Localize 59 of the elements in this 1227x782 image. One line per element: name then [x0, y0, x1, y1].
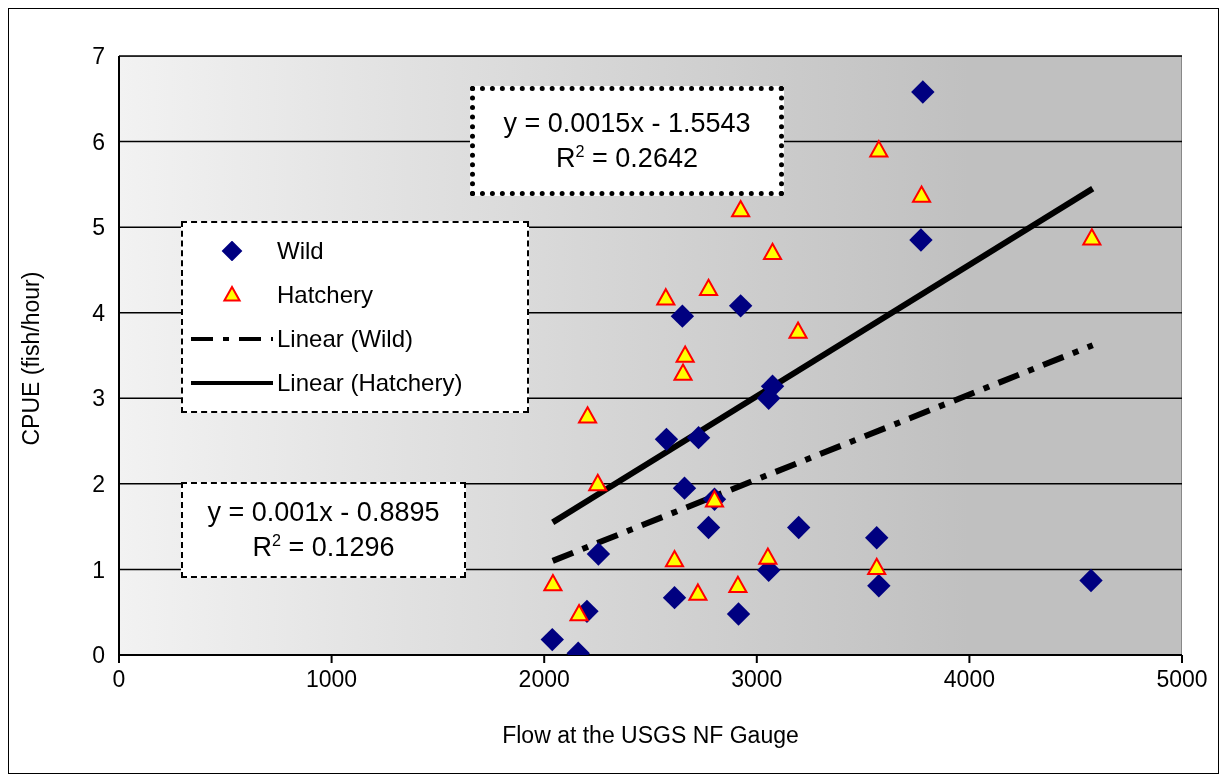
point	[662, 585, 687, 610]
y-tick-label: 2	[92, 471, 105, 498]
x-axis-title: Flow at the USGS NF Gauge	[502, 722, 799, 748]
point	[758, 547, 778, 565]
point	[909, 228, 933, 252]
annotation: R$^{2}$ = 0.2642	[556, 142, 698, 173]
x-tick-label: 0	[112, 666, 126, 693]
x-tick-label: 4000	[943, 666, 995, 693]
annotation: R$^{2}$ = 0.1296	[252, 531, 395, 562]
y-tick-label: 6	[92, 128, 105, 155]
point	[1079, 568, 1103, 593]
annotation: y = 0.001x - 0.8895	[207, 496, 440, 527]
point	[672, 476, 697, 500]
y-tick-label: 7	[92, 43, 105, 70]
point	[911, 80, 935, 104]
point	[569, 603, 589, 622]
annotation: y = 0.0015x - 1.5543	[503, 107, 751, 138]
point	[731, 200, 751, 218]
legend-label: Linear (Wild)	[277, 325, 414, 353]
point	[762, 242, 783, 261]
point	[543, 573, 563, 592]
point	[578, 406, 598, 424]
point	[654, 427, 679, 452]
point	[664, 550, 685, 568]
point	[726, 602, 751, 626]
point	[786, 515, 811, 540]
legend-label: Hatchery	[277, 281, 374, 309]
point	[865, 526, 889, 550]
x-tick-label: 5000	[1156, 666, 1208, 693]
point	[867, 557, 887, 576]
point	[673, 363, 693, 381]
point	[696, 515, 721, 540]
x-tick-label: 1000	[306, 666, 358, 693]
y-tick-label: 4	[92, 299, 106, 326]
point	[686, 425, 711, 450]
point	[698, 278, 719, 297]
point	[586, 542, 611, 566]
point	[869, 140, 889, 158]
point	[788, 321, 808, 339]
point	[540, 627, 564, 652]
y-axis-title: CPUE (fish/hour)	[18, 271, 45, 446]
point	[588, 473, 608, 492]
point	[728, 294, 753, 318]
point	[670, 304, 695, 328]
point	[867, 573, 891, 598]
point	[728, 575, 748, 593]
point	[1082, 228, 1102, 246]
x-tick-label: 3000	[731, 666, 783, 693]
point	[656, 288, 676, 306]
point	[912, 185, 932, 203]
y-tick-label: 0	[92, 642, 105, 669]
x-tick-label: 2000	[518, 666, 570, 693]
y-tick-label: 1	[92, 556, 105, 583]
y-tick-label: 3	[92, 385, 105, 412]
y-tick-label: 5	[92, 214, 105, 241]
point	[675, 345, 695, 363]
legend-label: Wild	[277, 237, 324, 265]
legend-label: Linear (Hatchery)	[277, 369, 463, 397]
point	[688, 583, 708, 601]
